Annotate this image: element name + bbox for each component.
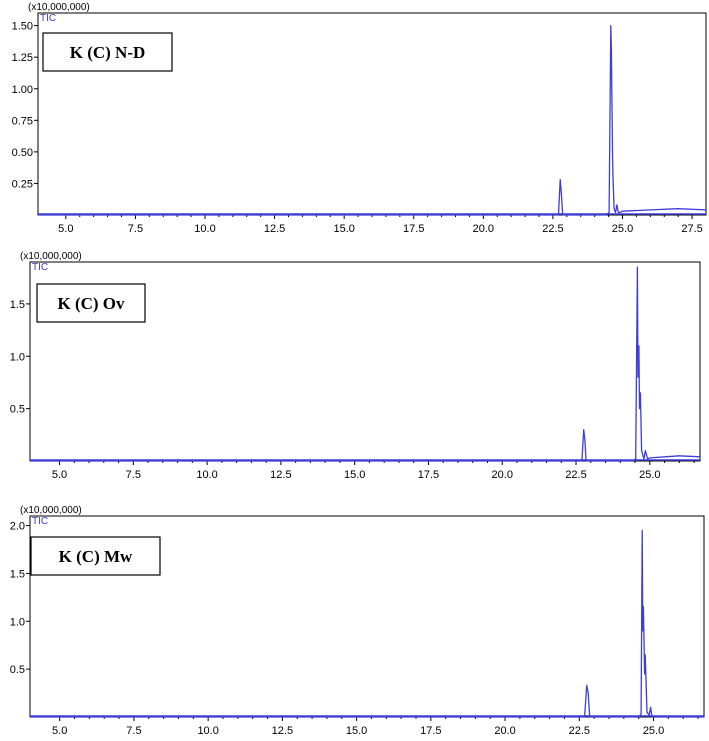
- x-tick-label: 5.0: [52, 725, 67, 737]
- y-tick-label: 1.5: [10, 568, 25, 580]
- x-tick-label: 20.0: [494, 725, 515, 737]
- tic-trace: [30, 266, 701, 462]
- x-tick-label: 17.5: [403, 223, 424, 235]
- x-tick-label: 5.0: [52, 469, 67, 481]
- y-tick-label: 1.0: [10, 351, 25, 363]
- y-tick-label: 1.5: [10, 299, 25, 311]
- x-tick-label: 15.0: [333, 223, 354, 235]
- x-tick-label: 22.5: [542, 223, 563, 235]
- y-scale-label: (x10,000,000): [28, 2, 90, 13]
- x-tick-label: 22.5: [565, 469, 586, 481]
- y-tick-label: 0.25: [12, 178, 33, 190]
- x-tick-label: 27.5: [681, 223, 702, 235]
- x-tick-label: 12.5: [264, 223, 285, 235]
- x-tick-label: 12.5: [272, 725, 293, 737]
- sample-label-box: [42, 32, 173, 72]
- y-tick-label: 0.50: [12, 147, 33, 159]
- sample-label-box: [30, 536, 161, 576]
- tic-trace: [30, 529, 704, 718]
- x-tick-label: 10.0: [197, 725, 218, 737]
- x-tick-label: 17.5: [418, 469, 439, 481]
- chromatogram-panel-2: (x10,000,000)TIC 5.0 7.5 10.0 12.5 15.0 17.5 20…: [10, 251, 701, 481]
- chromatogram-panel-3: (x10,000,000)TIC 5.0 7.5 10.0 12.5 15.0 17.5 20…: [10, 505, 705, 737]
- x-tick-label: 5.0: [58, 223, 73, 235]
- y-tick-label: 0.75: [12, 115, 33, 127]
- x-tick-label: 10.0: [196, 469, 217, 481]
- series-label: TIC: [40, 13, 56, 24]
- tic-trace: [38, 24, 707, 216]
- x-tick-label: 25.0: [643, 725, 664, 737]
- x-tick-label: 20.0: [492, 469, 513, 481]
- sample-label: K (C) Ov: [57, 294, 125, 313]
- series-label: TIC: [32, 516, 48, 527]
- x-tick-label: 12.5: [270, 469, 291, 481]
- x-tick-label: 17.5: [420, 725, 441, 737]
- sample-label: K (C) Mw: [59, 547, 133, 566]
- x-tick-label: 22.5: [569, 725, 590, 737]
- y-tick-label: 2.0: [10, 521, 25, 533]
- y-tick-label: 0.5: [10, 664, 25, 676]
- sample-label-box: [36, 283, 146, 323]
- chromatogram-panel-1: (x10,000,000)TIC 5.0 7.5 10.0 12.5 15.0 17.5 20…: [12, 2, 707, 235]
- y-tick-label: 1.00: [12, 84, 33, 96]
- series-label: TIC: [32, 262, 48, 273]
- y-tick-label: 0.5: [10, 404, 25, 416]
- x-tick-label: 15.0: [346, 725, 367, 737]
- x-tick-label: 15.0: [344, 469, 365, 481]
- sample-label: K (C) N-D: [70, 43, 146, 62]
- x-tick-label: 7.5: [126, 725, 141, 737]
- y-tick-label: 1.25: [12, 52, 33, 64]
- x-tick-label: 7.5: [128, 223, 143, 235]
- y-tick-label: 1.0: [10, 616, 25, 628]
- y-tick-label: 1.50: [12, 21, 33, 33]
- x-tick-label: 7.5: [126, 469, 141, 481]
- x-tick-label: 25.0: [612, 223, 633, 235]
- x-tick-label: 25.0: [639, 469, 660, 481]
- y-scale-label: (x10,000,000): [20, 505, 82, 516]
- y-scale-label: (x10,000,000): [20, 251, 82, 262]
- x-tick-label: 20.0: [473, 223, 494, 235]
- x-tick-label: 10.0: [194, 223, 215, 235]
